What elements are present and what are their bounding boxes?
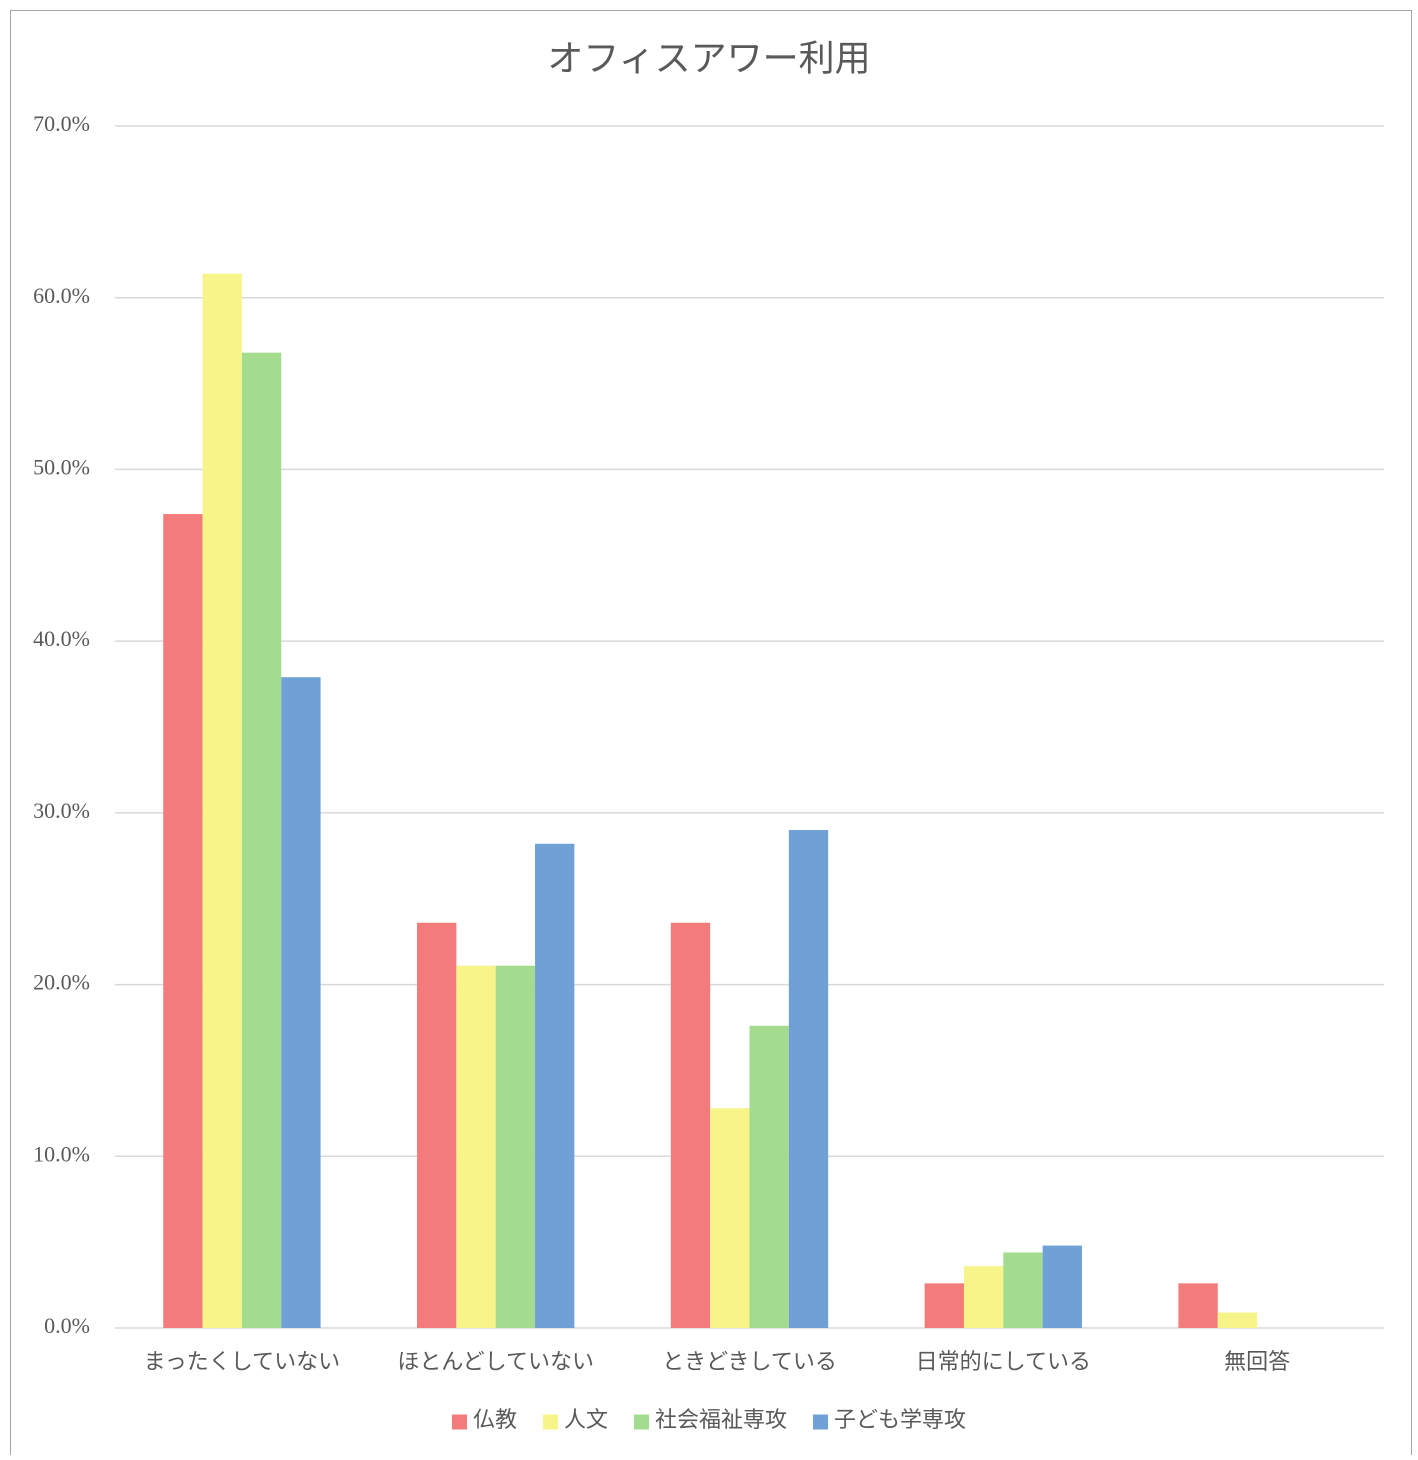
x-tick-label: 無回答	[1224, 1349, 1290, 1374]
y-tick-label: 70.0%	[33, 111, 90, 136]
x-tick-label: 日常的にしている	[916, 1349, 1091, 1374]
bar	[1217, 1312, 1258, 1328]
bar	[456, 965, 496, 1328]
bar	[788, 830, 829, 1328]
y-tick-label: 40.0%	[33, 626, 90, 651]
legend-label: 子ども学専攻	[834, 1407, 966, 1432]
bar	[417, 922, 457, 1328]
chart-title: オフィスアワー利用	[547, 38, 870, 78]
legend-swatch	[813, 1414, 829, 1430]
y-tick-label: 20.0%	[33, 970, 90, 995]
legend-label: 人文	[564, 1407, 608, 1432]
bar	[710, 1108, 750, 1328]
bar	[535, 843, 575, 1328]
y-tick-label: 10.0%	[33, 1141, 90, 1166]
y-tick-label: 60.0%	[33, 283, 90, 308]
bar	[670, 922, 711, 1328]
x-tick-label: ときどきしている	[662, 1349, 837, 1374]
bar	[163, 514, 203, 1328]
legend-swatch	[542, 1414, 558, 1430]
legend-label: 社会福祉専攻	[655, 1407, 787, 1432]
bar	[281, 677, 321, 1328]
bar	[495, 965, 536, 1328]
bar	[202, 273, 242, 1328]
bar	[1042, 1245, 1082, 1328]
bar	[963, 1266, 1004, 1328]
x-tick-label: ほとんどしていない	[397, 1349, 594, 1374]
y-tick-label: 0.0%	[44, 1313, 90, 1338]
bar	[1178, 1283, 1218, 1328]
y-tick-label: 30.0%	[33, 798, 90, 823]
bar	[749, 1025, 789, 1328]
legend-swatch	[451, 1414, 467, 1430]
bar	[1003, 1252, 1043, 1328]
y-tick-label: 50.0%	[33, 454, 90, 479]
legend-swatch	[634, 1414, 649, 1430]
bar	[924, 1283, 964, 1328]
bar	[241, 352, 282, 1329]
x-tick-label: まったくしていない	[144, 1349, 340, 1374]
legend-label: 仏教	[473, 1407, 517, 1432]
